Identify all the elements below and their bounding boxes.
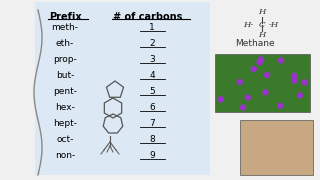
FancyBboxPatch shape (35, 2, 210, 175)
Text: eth-: eth- (56, 39, 74, 48)
Text: H: H (258, 31, 266, 39)
Circle shape (239, 66, 244, 71)
Text: Methane: Methane (235, 39, 275, 48)
Text: 8: 8 (149, 135, 155, 144)
Text: 7: 7 (149, 119, 155, 128)
Circle shape (242, 84, 247, 89)
Text: C: C (259, 21, 265, 29)
Circle shape (297, 90, 302, 95)
Circle shape (290, 59, 295, 64)
Circle shape (288, 59, 293, 64)
Circle shape (270, 86, 275, 91)
FancyBboxPatch shape (240, 120, 313, 175)
Text: -H: -H (269, 21, 279, 29)
Text: Prefix: Prefix (49, 12, 81, 22)
Text: meth-: meth- (52, 23, 78, 32)
Text: 3: 3 (149, 55, 155, 64)
Circle shape (290, 78, 295, 83)
Text: H-: H- (243, 21, 253, 29)
Circle shape (278, 104, 283, 109)
Text: 5: 5 (149, 87, 155, 96)
Text: 4: 4 (149, 71, 155, 80)
Text: 1: 1 (149, 23, 155, 32)
Circle shape (291, 82, 296, 87)
Text: oct-: oct- (56, 135, 74, 144)
Circle shape (244, 92, 249, 97)
Circle shape (286, 100, 292, 105)
Text: H: H (258, 8, 266, 16)
Text: prop-: prop- (53, 55, 77, 64)
Text: # of carbons: # of carbons (113, 12, 183, 22)
Text: non-: non- (55, 151, 75, 160)
Circle shape (226, 87, 230, 92)
Text: 6: 6 (149, 103, 155, 112)
Text: pent-: pent- (53, 87, 77, 96)
Text: hept-: hept- (53, 119, 77, 128)
Text: 2: 2 (149, 39, 155, 48)
Circle shape (255, 56, 260, 61)
FancyBboxPatch shape (215, 54, 310, 112)
Text: hex-: hex- (55, 103, 75, 112)
Circle shape (297, 62, 302, 67)
Circle shape (247, 61, 252, 66)
Text: but-: but- (56, 71, 74, 80)
Text: 9: 9 (149, 151, 155, 160)
